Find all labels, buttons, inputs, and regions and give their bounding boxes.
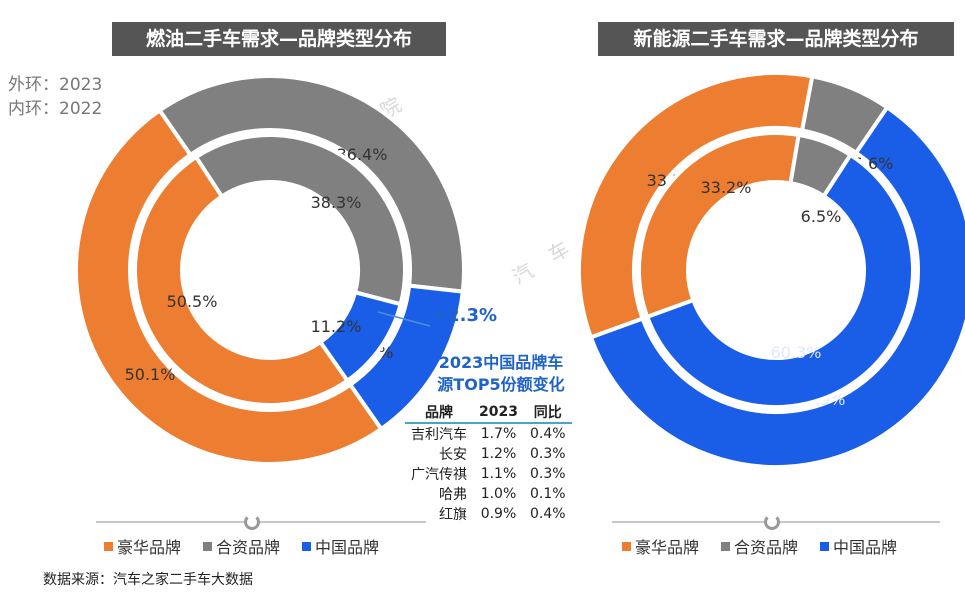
top5-yoy: 0.3%: [529, 466, 566, 482]
donut-slice-inner-2: [317, 289, 404, 384]
swatch-square-icon: [622, 541, 631, 551]
data-label: 6.5%: [801, 207, 842, 226]
legend-label: 中国品牌: [315, 538, 380, 557]
data-label: 60.3%: [771, 343, 822, 362]
top5-title-line1: 2023中国品牌车: [438, 353, 564, 372]
data-source-note: 数据来源：汽车之家二手车大数据: [43, 572, 253, 588]
legend-label: 中国品牌: [833, 538, 898, 557]
swatch-square-icon: [104, 541, 113, 551]
data-label: 11.2%: [311, 317, 362, 336]
top5-brand: 红旗: [439, 507, 467, 523]
legend-item-jv: 合资品牌: [203, 534, 280, 558]
top5-table: 品牌 2023 同比 吉利汽车 1.7% 0.4% 长安 1.2% 0.3% 广…: [405, 402, 572, 524]
top5-yoy: 0.3%: [529, 446, 566, 462]
top5-yoy: 0.4%: [529, 506, 566, 522]
table-row: 长安 1.2% 0.3%: [405, 444, 572, 464]
legend-item-china: 中国品牌: [820, 534, 897, 558]
top5-title: 2023中国品牌车 源TOP5份额变化: [416, 352, 586, 396]
legend-label: 合资品牌: [216, 538, 281, 557]
swatch-square-icon: [721, 541, 731, 551]
legend-label: 合资品牌: [734, 538, 799, 557]
outer-ring-note: 外环：2023: [8, 75, 103, 95]
table-row: 哈弗 1.0% 0.1%: [405, 484, 572, 504]
swatch-square-icon: [203, 541, 213, 551]
table-row: 红旗 0.9% 0.4%: [405, 504, 572, 524]
donut-slice-outer-0: [577, 71, 815, 340]
top5-brand: 长安: [439, 447, 467, 463]
left-slider-knob-icon: [244, 514, 260, 530]
data-label: 38.3%: [311, 193, 362, 212]
donut-slice-outer-1: [156, 74, 466, 294]
donut-slice-inner-0: [637, 131, 801, 320]
top5-share: 1.2%: [480, 446, 517, 462]
top5-title-line2: 源TOP5份额变化: [437, 375, 565, 394]
donut-slice-outer-2: [588, 104, 965, 469]
data-label: 50.1%: [125, 365, 176, 384]
top5-share: 0.9%: [480, 506, 517, 522]
top5-brand: 吉利汽车: [411, 427, 467, 443]
top5-brand: 哈弗: [439, 487, 467, 503]
top5-share: 1.7%: [480, 426, 517, 442]
legend-item-china: 中国品牌: [302, 534, 379, 558]
top5-brand: 广汽传祺: [411, 467, 467, 483]
top5-header-brand: 品牌: [405, 402, 473, 424]
right-chart-title: 新能源二手车需求—品牌类型分布: [598, 22, 954, 56]
right-slider-knob-icon: [764, 514, 780, 530]
left-chart-title: 燃油二手车需求—品牌类型分布: [112, 22, 446, 56]
top5-header-row: 品牌 2023 同比: [405, 402, 572, 424]
donut-slice-inner-1: [193, 133, 407, 307]
table-row: 广汽传祺 1.1% 0.3%: [405, 464, 572, 484]
right-legend: 豪华品牌 合资品牌 中国品牌: [622, 534, 897, 558]
left-legend-divider: [96, 521, 426, 523]
china-brand-change-callout: +2.3%: [432, 305, 498, 326]
data-label: 50.5%: [167, 292, 218, 311]
top5-share: 1.0%: [480, 486, 517, 502]
legend-label: 豪华品牌: [117, 538, 182, 557]
top5-header-yoy: 同比: [523, 402, 572, 424]
inner-ring-note: 内环：2022: [8, 99, 103, 119]
top5-yoy: 0.4%: [529, 426, 566, 442]
donut-slice-inner-0: [133, 154, 351, 407]
data-label: 33.2%: [701, 178, 752, 197]
top5-header-2023: 2023: [473, 402, 524, 424]
legend-item-luxury: 豪华品牌: [622, 534, 699, 558]
swatch-square-icon: [820, 541, 830, 551]
legend-label: 豪华品牌: [635, 538, 700, 557]
legend-item-luxury: 豪华品牌: [104, 534, 181, 558]
top5-share: 1.1%: [480, 466, 517, 482]
legend-item-jv: 合资品牌: [721, 534, 798, 558]
swatch-square-icon: [302, 541, 312, 551]
left-legend: 豪华品牌 合资品牌 中国品牌: [104, 534, 379, 558]
table-row: 吉利汽车 1.7% 0.4%: [405, 423, 572, 444]
donut-slice-inner-2: [644, 152, 915, 409]
donut-slice-outer-0: [74, 107, 385, 466]
top5-yoy: 0.1%: [529, 486, 566, 502]
callout-line: [377, 311, 431, 327]
